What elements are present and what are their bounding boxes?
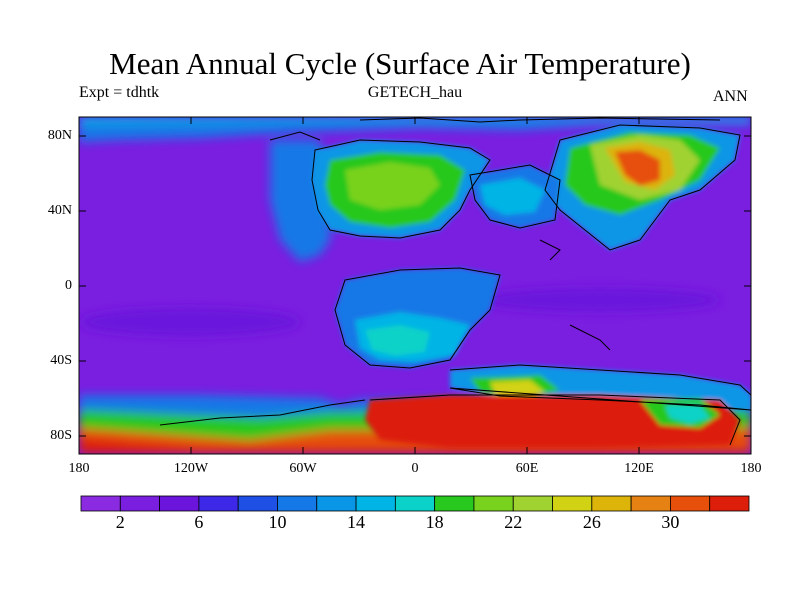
lat-label-0: 0 bbox=[65, 278, 72, 293]
colorbar-swatch bbox=[119, 495, 160, 512]
coastlines bbox=[159, 117, 751, 446]
lon-label-120e: 120E bbox=[624, 461, 654, 476]
lon-label-0: 0 bbox=[411, 461, 419, 476]
colorbar-swatch bbox=[198, 495, 239, 512]
colorbar-swatch bbox=[630, 495, 671, 512]
lat-label-80n: 80N bbox=[47, 128, 72, 143]
landmass-south-warm bbox=[365, 325, 430, 356]
colorbar-swatch bbox=[394, 495, 436, 512]
colorbar-label: 30 bbox=[661, 512, 680, 532]
colorbar-swatch bbox=[316, 495, 357, 512]
colorbar-label: 10 bbox=[268, 512, 287, 532]
colorbar-swatch bbox=[552, 495, 593, 512]
colorbar-label: 18 bbox=[425, 512, 444, 532]
lat-label-40s: 40S bbox=[50, 353, 72, 368]
colorbar-swatch bbox=[80, 495, 121, 512]
colorbar bbox=[80, 495, 750, 512]
dataset-label: GETECH_hau bbox=[367, 84, 463, 101]
land-asia-hottest bbox=[615, 150, 660, 186]
experiment-label: Expt = tdhtk bbox=[79, 84, 160, 101]
colorbar-label: 26 bbox=[582, 512, 601, 532]
lon-label-180-west: 180 bbox=[68, 461, 90, 476]
colorbar-swatch bbox=[670, 495, 711, 512]
period-label: ANN bbox=[713, 88, 748, 105]
map-title: Mean Annual Cycle (Surface Air Temperatu… bbox=[109, 46, 691, 81]
colorbar-swatch bbox=[355, 495, 396, 512]
colorbar-label: 14 bbox=[347, 512, 366, 532]
colorbar-label: 2 bbox=[115, 512, 125, 532]
colorbar-swatch bbox=[473, 495, 514, 512]
landmass-south-hot-core bbox=[665, 405, 710, 424]
south-hot-band bbox=[79, 438, 751, 454]
colorbar-label: 22 bbox=[504, 512, 523, 532]
colorbar-swatch bbox=[591, 495, 632, 512]
colorbar-swatch bbox=[709, 495, 750, 512]
lon-label-120w: 120W bbox=[173, 461, 209, 476]
lon-label-180-east: 180 bbox=[740, 461, 762, 476]
colorbar-swatch bbox=[237, 495, 278, 512]
lon-label-60w: 60W bbox=[289, 461, 317, 476]
colorbar-swatch bbox=[434, 495, 475, 512]
lat-label-40n: 40N bbox=[47, 203, 72, 218]
landmass-europe-inner bbox=[480, 178, 545, 215]
ocean-pacific-cool bbox=[80, 308, 300, 336]
lon-label-60e: 60E bbox=[515, 461, 539, 476]
landmass-south-hot bbox=[365, 395, 740, 448]
north-cool-band bbox=[79, 117, 751, 142]
colorbar-label: 6 bbox=[194, 512, 204, 532]
lat-label-80s: 80S bbox=[50, 428, 72, 443]
colorbar-swatch bbox=[159, 495, 200, 512]
land-warm-north bbox=[345, 162, 440, 210]
colorbar-swatch bbox=[277, 495, 318, 512]
colorbar-swatch bbox=[512, 495, 553, 512]
ocean-indian-cool bbox=[480, 288, 720, 312]
map-field bbox=[79, 117, 751, 454]
axis-ticks bbox=[79, 117, 751, 454]
